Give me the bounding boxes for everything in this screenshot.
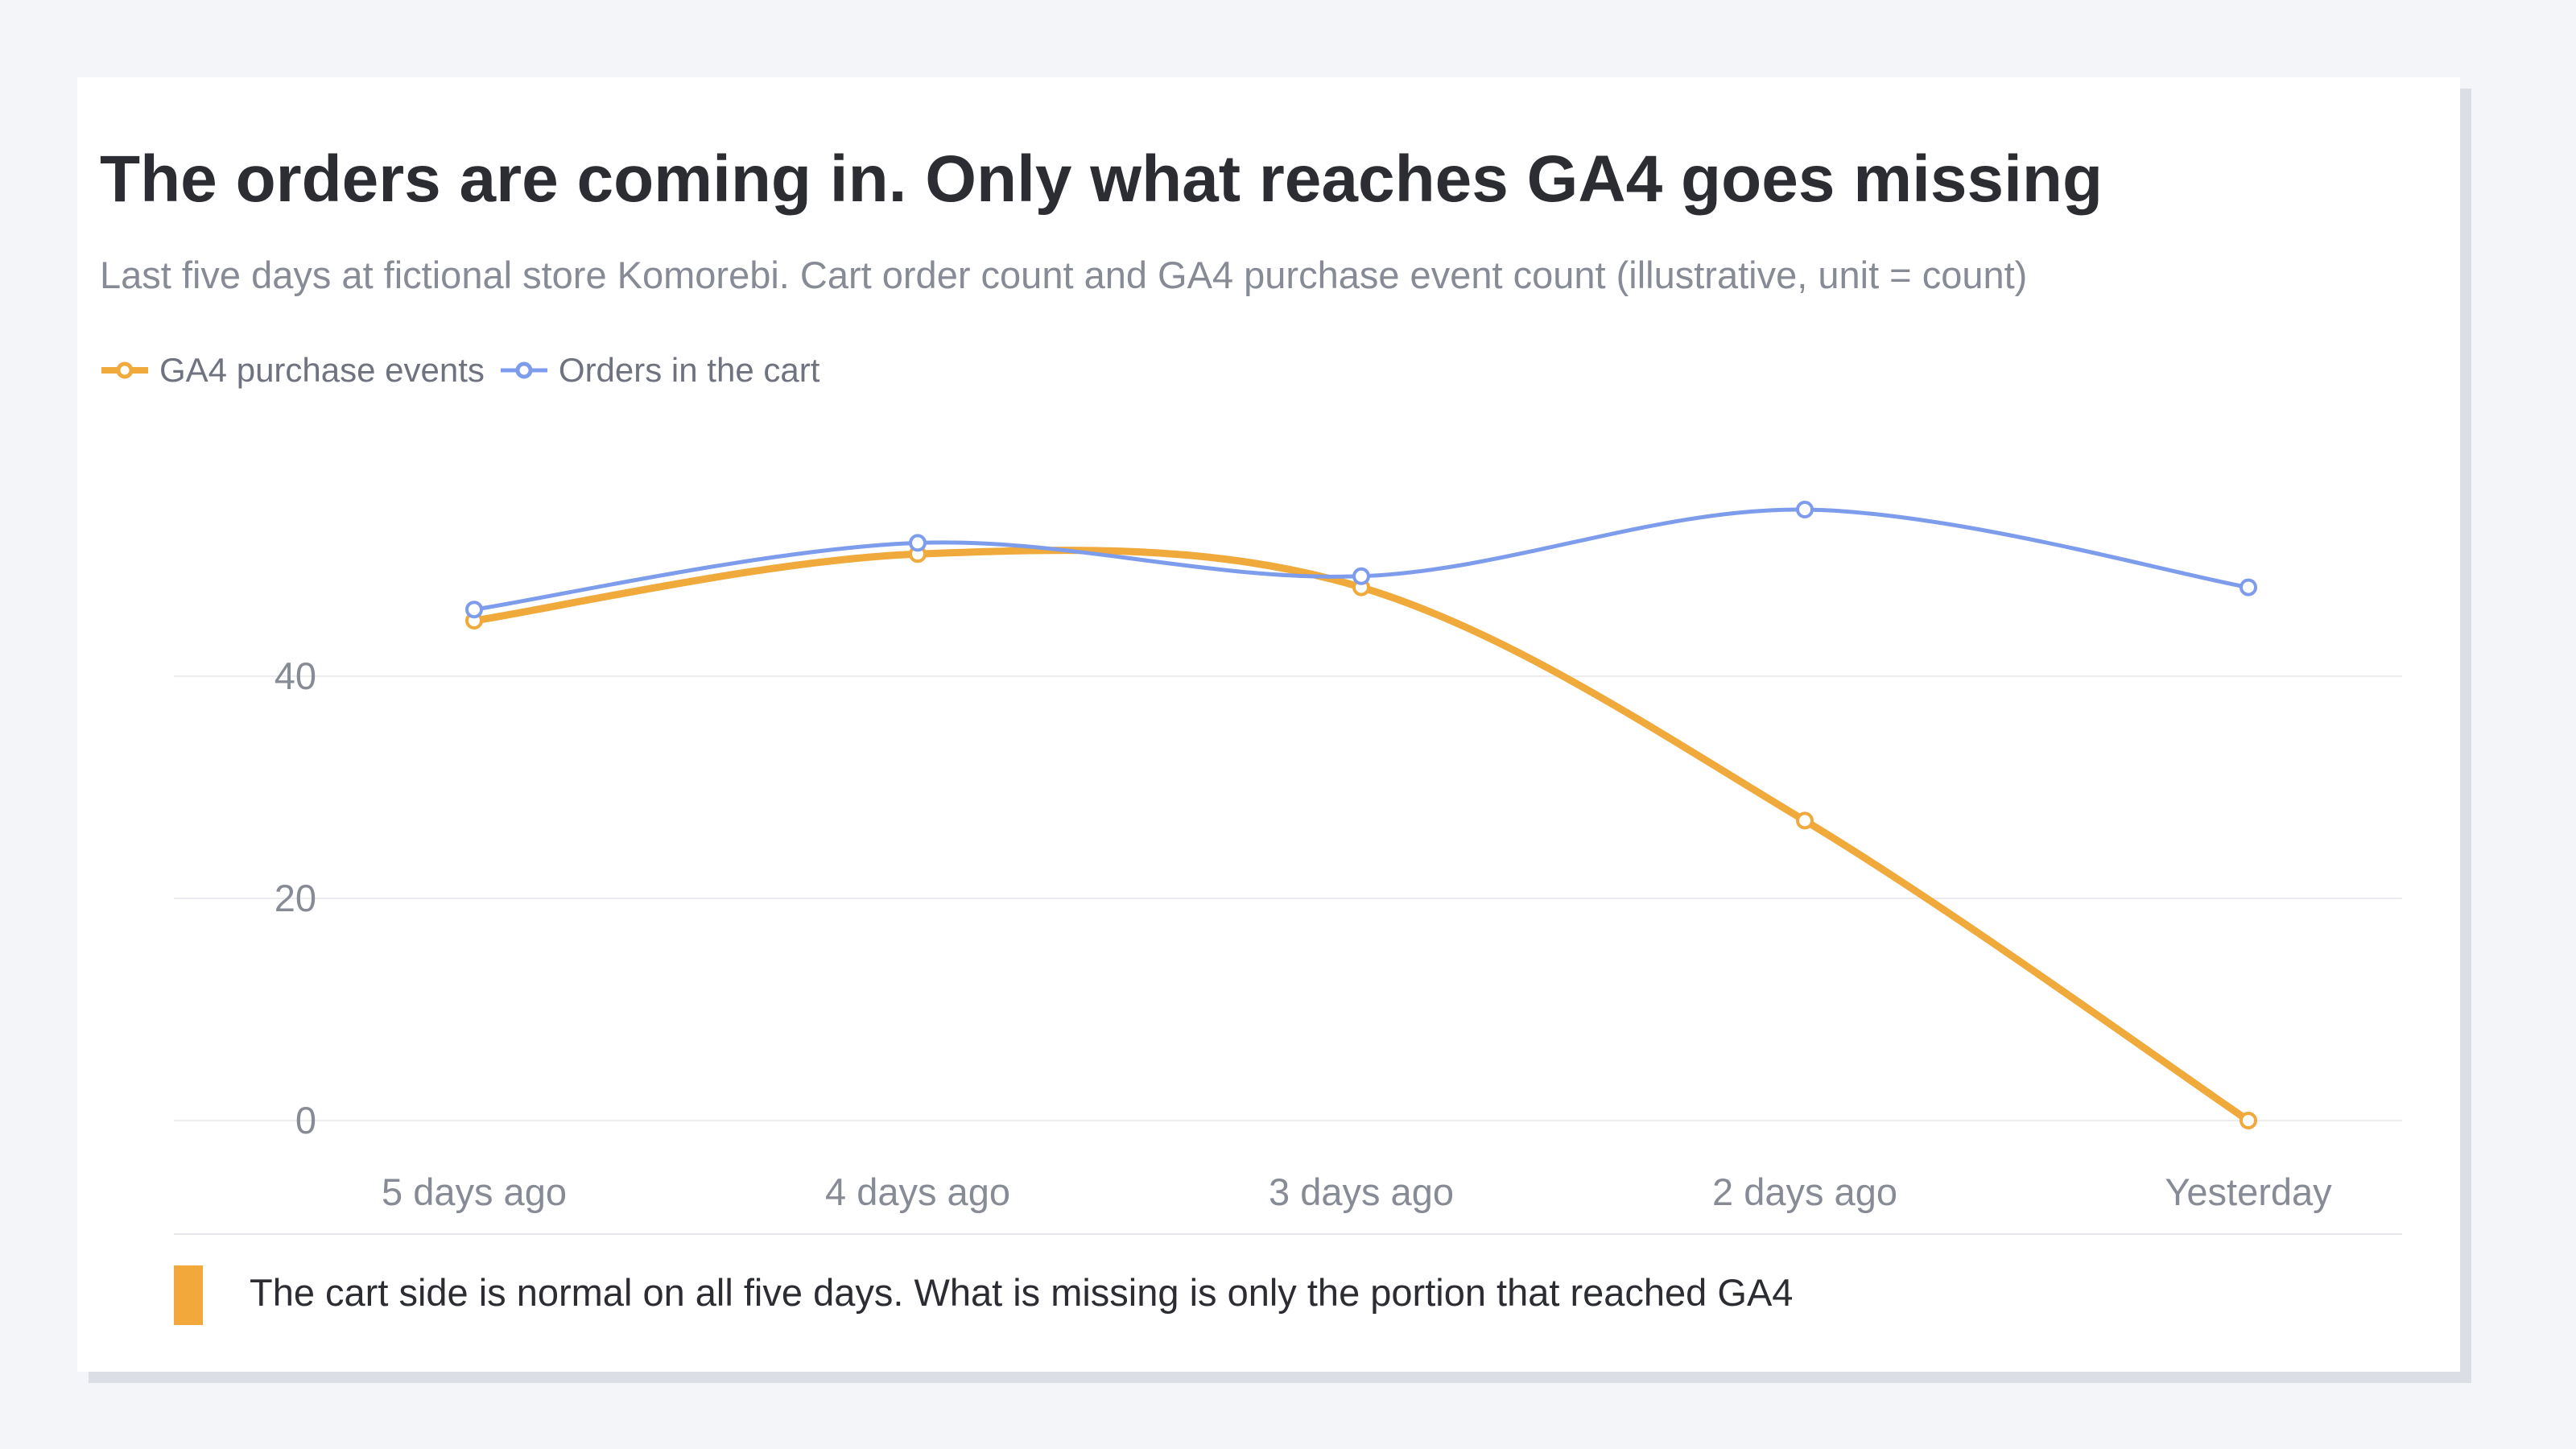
x-axis-ticks: 5 days ago 4 days ago 3 days ago 2 days ago… xyxy=(382,1170,2332,1213)
chart-divider xyxy=(174,1233,2402,1235)
legend-swatch-ga4 xyxy=(101,361,148,379)
chart-note: The cart side is normal on all five days… xyxy=(250,1271,1794,1314)
data-point-cart[interactable] xyxy=(1796,501,1814,518)
note-marker xyxy=(174,1265,203,1325)
y-axis-ticks: 0 20 40 xyxy=(275,654,316,1141)
data-point-ga4[interactable] xyxy=(1796,811,1814,830)
series-line-ga4 xyxy=(470,547,2252,1125)
legend-item-cart[interactable]: Orders in the cart xyxy=(499,351,819,390)
chart-subtitle: Last five days at fictional store Komore… xyxy=(100,254,2028,296)
x-tick-label: Yesterday xyxy=(2165,1170,2332,1213)
x-tick-label: 4 days ago xyxy=(825,1170,1010,1213)
y-tick-label: 20 xyxy=(275,877,316,919)
legend-label-ga4: GA4 purchase events xyxy=(159,351,485,389)
data-point-ga4[interactable] xyxy=(2240,1112,2257,1129)
chart-card xyxy=(77,77,2460,1372)
legend-swatch-cart xyxy=(500,361,547,379)
x-tick-label: 2 days ago xyxy=(1712,1170,1897,1213)
data-point-cart[interactable] xyxy=(465,601,483,619)
legend-label-cart: Orders in the cart xyxy=(558,351,820,389)
chart-title: The orders are coming in. Only what reac… xyxy=(100,142,2103,216)
data-point-cart[interactable] xyxy=(2240,578,2257,597)
x-tick-label: 3 days ago xyxy=(1269,1170,1454,1213)
x-tick-label: 5 days ago xyxy=(382,1170,567,1213)
data-point-cart[interactable] xyxy=(1352,567,1370,585)
chart-legend: GA4 purchase events Orders in the cart xyxy=(100,346,834,394)
y-tick-label: 0 xyxy=(295,1099,316,1141)
y-tick-label: 40 xyxy=(275,654,316,697)
series-layer xyxy=(465,501,2257,1129)
grid-layer xyxy=(174,675,2402,1121)
legend-item-ga4[interactable]: GA4 purchase events xyxy=(100,351,485,390)
data-point-cart[interactable] xyxy=(909,534,927,552)
